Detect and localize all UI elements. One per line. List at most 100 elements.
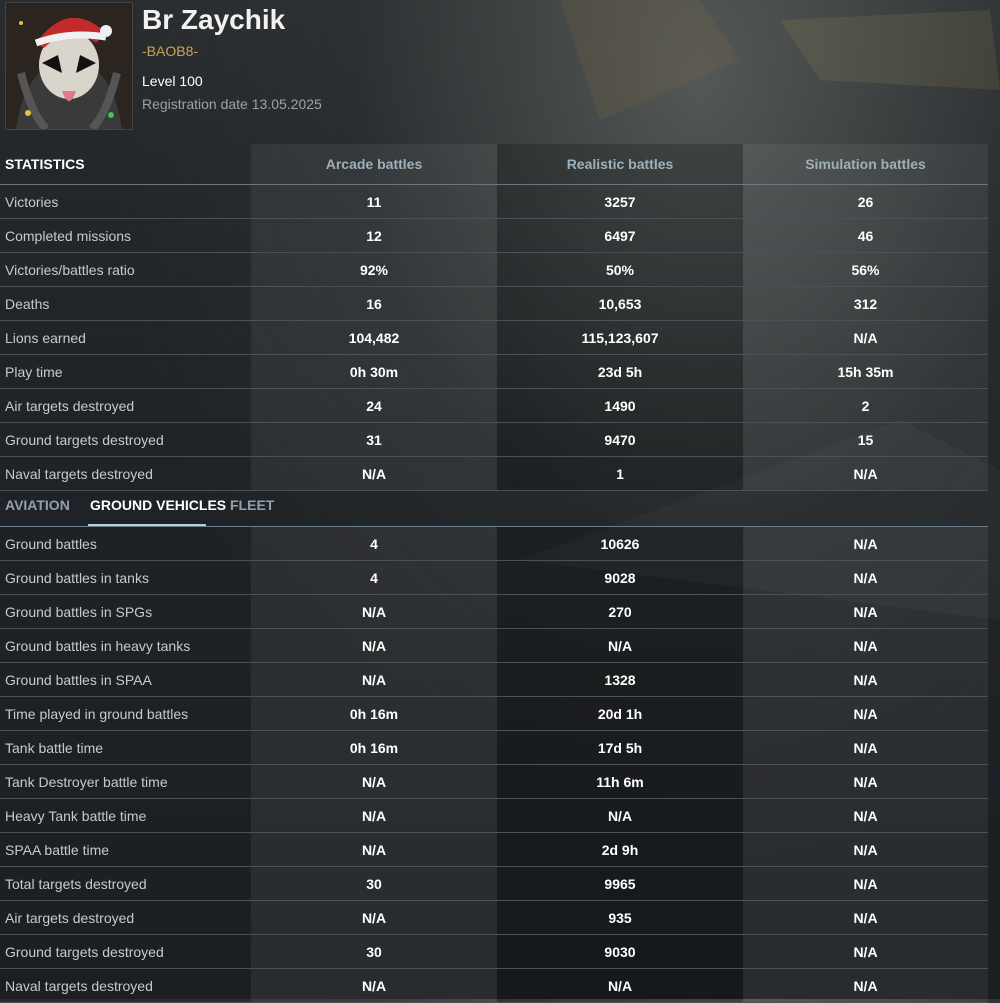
cell-value: N/A [251, 900, 497, 935]
cell-value: N/A [743, 320, 988, 355]
table-row: Tank battle time 0h 16m 17d 5h N/A [0, 730, 988, 765]
cell-value: N/A [251, 456, 497, 491]
cell-value: 1 [497, 456, 743, 491]
cell-value: 92% [251, 252, 497, 287]
cell-value: 115,123,607 [497, 320, 743, 355]
row-label: Air targets destroyed [0, 900, 251, 935]
cell-value: N/A [251, 594, 497, 629]
table-row: Naval targets destroyed N/A 1 N/A [0, 456, 988, 491]
table-row: Ground targets destroyed 31 9470 15 [0, 422, 988, 457]
cell-value: 6497 [497, 218, 743, 253]
stats-title: STATISTICS [0, 144, 251, 185]
player-name: Br Zaychik [142, 4, 286, 35]
vehicle-type-tabs: AVIATION GROUND VEHICLES FLEET [0, 488, 988, 527]
cell-value: N/A [743, 730, 988, 765]
cell-value: N/A [743, 560, 988, 595]
table-row: Ground battles in heavy tanks N/A N/A N/A [0, 628, 988, 663]
cell-value: 4 [251, 527, 497, 561]
cell-value: N/A [743, 696, 988, 731]
row-label: Ground battles in SPGs [0, 594, 251, 629]
cell-value: N/A [743, 527, 988, 561]
cell-value: N/A [743, 866, 988, 901]
cell-value: 0h 30m [251, 354, 497, 389]
squadron-tag[interactable]: -BAOB8- [142, 43, 199, 59]
table-row: Ground battles in SPAA N/A 1328 N/A [0, 662, 988, 697]
row-label: Deaths [0, 286, 251, 321]
table-row: Deaths 16 10,653 312 [0, 286, 988, 321]
table-row: Heavy Tank battle time N/A N/A N/A [0, 798, 988, 833]
row-label: Play time [0, 354, 251, 389]
tab-fleet[interactable]: FLEET [230, 497, 275, 513]
cell-value: N/A [251, 662, 497, 697]
table-row: Victories 11 3257 26 [0, 184, 988, 219]
column-header: Realistic battles [497, 144, 743, 185]
cell-value: 56% [743, 252, 988, 287]
row-label: Tank battle time [0, 730, 251, 765]
column-header: Simulation battles [743, 144, 988, 185]
row-label: SPAA battle time [0, 832, 251, 867]
cell-value: 4 [251, 560, 497, 595]
cell-value: N/A [743, 662, 988, 697]
tab-ground-vehicles[interactable]: GROUND VEHICLES [90, 497, 227, 513]
cell-value: 15 [743, 422, 988, 457]
cell-value: 17d 5h [497, 730, 743, 765]
table-row: Victories/battles ratio 92% 50% 56% [0, 252, 988, 287]
cell-value: 3257 [497, 184, 743, 219]
cell-value: 9965 [497, 866, 743, 901]
row-label: Tank Destroyer battle time [0, 764, 251, 799]
cell-value: N/A [743, 934, 988, 969]
cell-value: 31 [251, 422, 497, 457]
cell-value: N/A [743, 764, 988, 799]
table-row: Ground battles in tanks 4 9028 N/A [0, 560, 988, 595]
stats-header-row: STATISTICS Arcade battles Realistic battle… [0, 144, 988, 185]
cell-value: N/A [743, 968, 988, 1003]
table-row: Air targets destroyed N/A 935 N/A [0, 900, 988, 935]
cell-value: 1328 [497, 662, 743, 697]
column-header: Arcade battles [251, 144, 497, 185]
row-label: Ground battles in tanks [0, 560, 251, 595]
cell-value: 12 [251, 218, 497, 253]
tab-aviation[interactable]: AVIATION [5, 497, 70, 513]
row-label: Time played in ground battles [0, 696, 251, 731]
cell-value: 270 [497, 594, 743, 629]
table-row: SPAA battle time N/A 2d 9h N/A [0, 832, 988, 867]
cell-value: 11h 6m [497, 764, 743, 799]
cell-value: N/A [251, 798, 497, 833]
row-label: Ground battles in SPAA [0, 662, 251, 697]
table-row: Lions earned 104,482 115,123,607 N/A [0, 320, 988, 355]
row-label: Naval targets destroyed [0, 456, 251, 491]
cell-value: N/A [743, 798, 988, 833]
cell-value: 30 [251, 866, 497, 901]
cell-value: N/A [497, 968, 743, 1003]
cell-value: 312 [743, 286, 988, 321]
cell-value: 2d 9h [497, 832, 743, 867]
registration-date: Registration date 13.05.2025 [142, 96, 322, 112]
row-label: Victories [0, 184, 251, 219]
row-label: Air targets destroyed [0, 388, 251, 423]
table-row: Ground battles in SPGs N/A 270 N/A [0, 594, 988, 629]
table-row: Completed missions 12 6497 46 [0, 218, 988, 253]
table-row: Ground battles 4 10626 N/A [0, 527, 988, 561]
cell-value: 1490 [497, 388, 743, 423]
cell-value: N/A [251, 832, 497, 867]
table-row: Naval targets destroyed N/A N/A N/A [0, 968, 988, 1003]
cell-value: 104,482 [251, 320, 497, 355]
row-label: Ground targets destroyed [0, 422, 251, 457]
row-label: Total targets destroyed [0, 866, 251, 901]
cell-value: 46 [743, 218, 988, 253]
cell-value: 23d 5h [497, 354, 743, 389]
row-label: Completed missions [0, 218, 251, 253]
cell-value: N/A [743, 456, 988, 491]
cell-value: 10,653 [497, 286, 743, 321]
row-label: Ground battles [0, 527, 251, 561]
table-row: Air targets destroyed 24 1490 2 [0, 388, 988, 423]
cell-value: 26 [743, 184, 988, 219]
cell-value: 20d 1h [497, 696, 743, 731]
row-label: Victories/battles ratio [0, 252, 251, 287]
cell-value: 9030 [497, 934, 743, 969]
cell-value: N/A [251, 968, 497, 1003]
row-label: Lions earned [0, 320, 251, 355]
cell-value: N/A [743, 628, 988, 663]
cell-value: 15h 35m [743, 354, 988, 389]
cell-value: N/A [743, 594, 988, 629]
